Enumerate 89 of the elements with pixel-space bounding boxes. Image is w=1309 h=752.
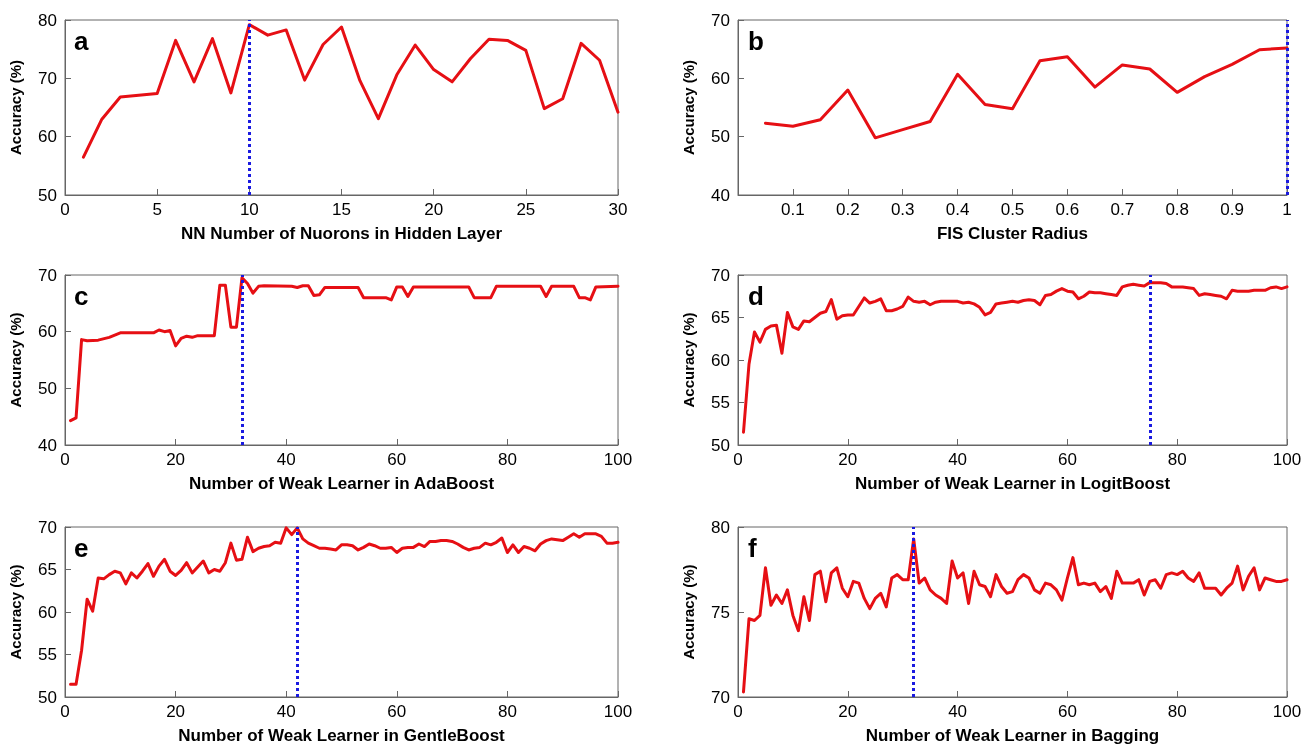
x-tick-label: 100	[1272, 702, 1302, 721]
annotation: e	[74, 533, 89, 563]
annotation: c	[74, 281, 89, 311]
y-tick-label: 50	[711, 435, 730, 455]
x-tick-label: 15	[332, 200, 351, 219]
x-tick-label: 20	[424, 200, 444, 219]
x-tick-label: 40	[948, 702, 968, 721]
x-tick-label: 80	[1167, 702, 1187, 721]
x-tick-label: 0.3	[890, 200, 915, 219]
x-tick-label: 60	[1057, 702, 1077, 721]
y-tick-label: 75	[711, 602, 730, 622]
x-tick-label: 0	[733, 450, 743, 469]
y-tick-label: 50	[711, 127, 730, 147]
x-tick-label: 0	[60, 450, 70, 469]
x-axis-title: Number of Weak Learner in LogitBoost	[854, 474, 1171, 493]
y-tick-label: 70	[711, 687, 730, 707]
y-tick-label: 70	[711, 265, 730, 285]
x-tick-label: 20	[838, 450, 858, 469]
y-axis-title: Accuracy (%)	[7, 59, 24, 156]
y-tick-label: 70	[711, 10, 730, 30]
y-tick-label: 60	[38, 127, 57, 147]
x-tick-label: 0	[60, 200, 70, 219]
x-axis-title: Number of Weak Learner in GentleBoost	[178, 726, 506, 745]
y-axis-title: Accuracy (%)	[7, 312, 24, 408]
x-tick-label: 0.8	[1165, 200, 1190, 219]
line-series	[69, 276, 620, 423]
y-tick-label: 55	[711, 393, 730, 412]
y-axis-title: Accuracy (%)	[680, 59, 697, 156]
x-tick-label: 100	[603, 450, 633, 469]
x-tick-label: 0.6	[1055, 200, 1080, 219]
y-tick-label: 70	[38, 517, 57, 537]
y-tick-label: 65	[38, 560, 57, 579]
x-tick-label: 60	[1057, 450, 1077, 469]
x-tick-label: 40	[276, 450, 296, 469]
x-tick-label: 5	[152, 200, 162, 219]
x-axis-title: Number of Weak Learner in Bagging	[865, 726, 1160, 745]
y-tick-label: 40	[38, 435, 57, 455]
x-tick-label: 1	[1282, 200, 1292, 219]
y-axis-title: Accuracy (%)	[680, 312, 697, 408]
y-axis-title: Accuracy (%)	[680, 564, 697, 660]
x-tick-label: 100	[603, 702, 633, 721]
y-tick-label: 60	[711, 68, 730, 88]
line-series	[741, 281, 1289, 434]
x-tick-label: 0	[60, 702, 70, 721]
y-tick-label: 55	[38, 645, 57, 664]
annotation: a	[74, 26, 89, 56]
line-series	[69, 526, 620, 686]
annotation: f	[748, 533, 757, 563]
x-tick-label: 20	[838, 702, 858, 721]
x-tick-label: 80	[497, 450, 517, 469]
x-tick-label: 0.9	[1220, 200, 1244, 219]
x-tick-label: 40	[948, 450, 968, 469]
x-tick-label: 30	[608, 200, 628, 219]
x-tick-label: 25	[516, 200, 536, 219]
annotation: d	[748, 281, 764, 311]
y-tick-label: 50	[38, 687, 57, 707]
x-axis-title: FIS Cluster Radius	[936, 224, 1089, 243]
y-tick-label: 50	[38, 378, 57, 398]
x-tick-label: 0.4	[945, 200, 970, 219]
y-tick-label: 70	[38, 265, 57, 285]
x-tick-label: 0.2	[835, 200, 860, 219]
x-tick-label: 20	[166, 702, 186, 721]
y-axis-title: Accuracy (%)	[7, 564, 24, 660]
y-tick-label: 50	[38, 185, 57, 205]
x-tick-label: 0.5	[1000, 200, 1025, 219]
x-tick-label: 60	[387, 702, 407, 721]
y-tick-label: 70	[38, 68, 57, 88]
x-tick-label: 100	[1272, 450, 1302, 469]
y-tick-label: 65	[711, 308, 730, 327]
x-tick-label: 0.1	[781, 200, 805, 219]
annotation: b	[748, 26, 764, 56]
x-tick-label: 40	[276, 702, 296, 721]
x-tick-label: 80	[1167, 450, 1187, 469]
y-tick-label: 60	[38, 602, 57, 622]
y-tick-label: 80	[711, 517, 730, 537]
x-tick-label: 10	[239, 200, 259, 219]
x-tick-label: 60	[387, 450, 407, 469]
x-axis-title: NN Number of Nuorons in Hidden Layer	[180, 224, 503, 243]
x-tick-label: 80	[497, 702, 517, 721]
y-tick-label: 40	[711, 185, 730, 205]
y-tick-label: 80	[38, 10, 57, 30]
y-tick-label: 60	[38, 322, 57, 342]
line-series	[763, 46, 1289, 140]
x-tick-label: 0	[733, 702, 743, 721]
line-series	[741, 537, 1289, 694]
y-tick-label: 60	[711, 350, 730, 370]
x-tick-label: 0.7	[1110, 200, 1135, 219]
x-tick-label: 20	[166, 450, 186, 469]
x-axis-title: Number of Weak Learner in AdaBoost	[188, 474, 495, 493]
